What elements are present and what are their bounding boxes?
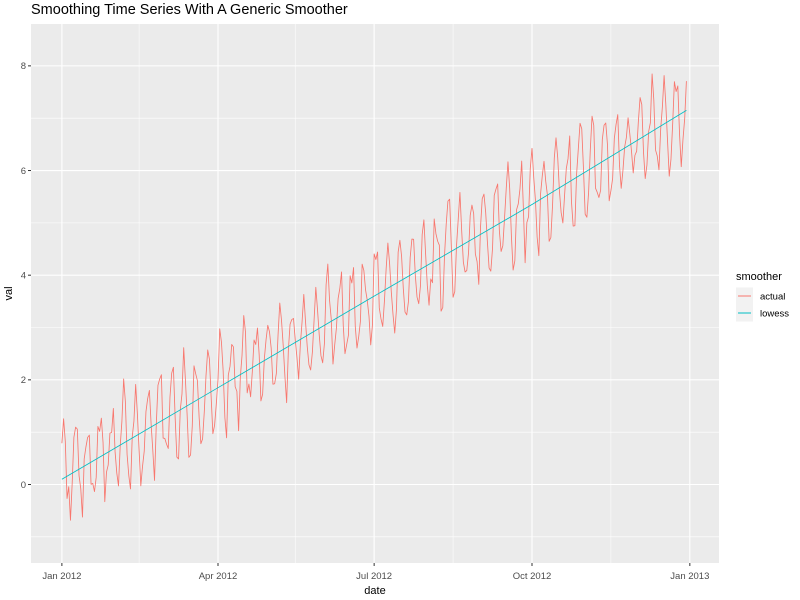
y-tick-label: 8	[21, 61, 26, 72]
legend-entry-lowess: lowess	[736, 304, 789, 322]
x-tick-label: Jul 2012	[356, 571, 392, 582]
legend-entry-actual: actual	[736, 287, 785, 305]
plot-panel	[31, 24, 719, 563]
y-axis-title: val	[3, 286, 15, 300]
x-tick-label: Apr 2012	[199, 571, 238, 582]
major-gridlines	[31, 24, 719, 563]
chart-title: Smoothing Time Series With A Generic Smo…	[31, 2, 348, 18]
x-tick-label: Jan 2013	[670, 571, 709, 582]
y-tick-label: 6	[21, 166, 26, 177]
x-tick-label: Jan 2012	[42, 571, 81, 582]
series-line-lowess	[61, 109, 687, 480]
x-axis-title: date	[364, 585, 385, 597]
series-layer	[61, 73, 687, 521]
legend-label-lowess: lowess	[760, 308, 789, 319]
y-tick-label: 0	[21, 480, 26, 491]
y-tick-label: 2	[21, 375, 26, 386]
series-line-actual	[61, 73, 687, 521]
legend: smoother actual lowess	[736, 271, 789, 322]
x-tick-label: Oct 2012	[513, 571, 552, 582]
legend-label-actual: actual	[760, 291, 785, 302]
minor-gridlines	[31, 24, 719, 563]
axes: 0 2 4 6 8 Jan 2012 Apr 2012 Jul 2012 Oct 2012 Jan…	[21, 61, 710, 582]
y-tick-label: 4	[21, 270, 26, 281]
legend-title: smoother	[736, 271, 782, 283]
